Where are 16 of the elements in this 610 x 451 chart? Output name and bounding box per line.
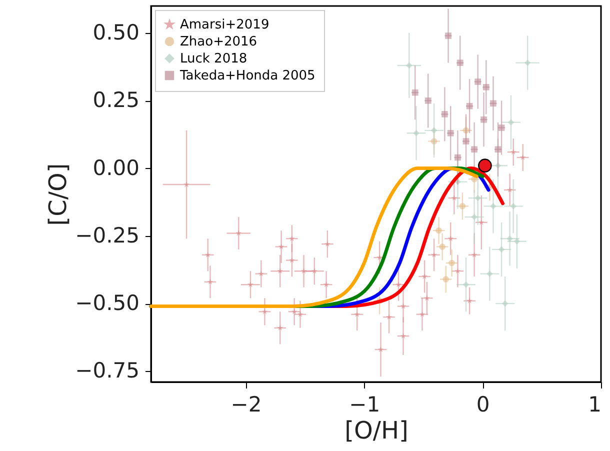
y-tick-label: −0.50 bbox=[75, 291, 140, 316]
y-tick-label: 0.50 bbox=[92, 20, 140, 45]
legend-label: Luck 2018 bbox=[180, 52, 248, 66]
legend-label: Amarsi+2019 bbox=[180, 18, 270, 32]
x-tick-label: −2 bbox=[230, 392, 262, 416]
x-tick-label: −1 bbox=[349, 392, 380, 416]
y-axis-title: [C/O] bbox=[44, 163, 72, 226]
x-tick-label: 0 bbox=[476, 392, 490, 416]
x-axis-title: [O/H] bbox=[344, 416, 408, 444]
y-tick-label: −0.75 bbox=[75, 358, 140, 383]
legend-label: Takeda+Honda 2005 bbox=[179, 68, 316, 84]
y-tick-label: 0.25 bbox=[92, 88, 140, 112]
x-tick-label: 1 bbox=[588, 392, 602, 416]
y-tick-label: −0.25 bbox=[75, 223, 140, 248]
legend-label: Zhao+2016 bbox=[180, 34, 258, 50]
y-tick-label: 0.00 bbox=[92, 156, 140, 180]
